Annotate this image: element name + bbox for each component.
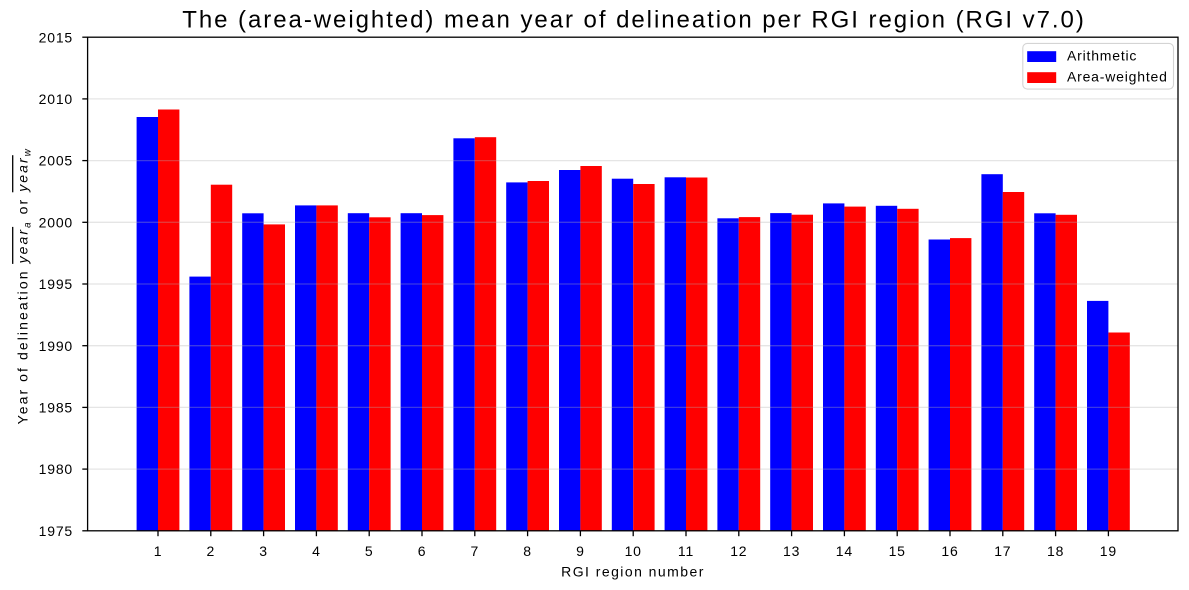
svg-text:14: 14 bbox=[836, 543, 853, 559]
svg-text:16: 16 bbox=[941, 543, 958, 559]
svg-text:Year of delineation yeara or y: Year of delineation yeara or yearw bbox=[14, 147, 33, 424]
svg-text:15: 15 bbox=[889, 543, 906, 559]
svg-text:5: 5 bbox=[365, 543, 374, 559]
svg-text:The (area-weighted) mean year: The (area-weighted) mean year of delinea… bbox=[182, 6, 1086, 33]
svg-text:2015: 2015 bbox=[39, 29, 73, 45]
svg-text:6: 6 bbox=[418, 543, 427, 559]
svg-text:RGI region number: RGI region number bbox=[561, 563, 705, 579]
svg-text:2000: 2000 bbox=[39, 214, 73, 230]
svg-text:Arithmetic: Arithmetic bbox=[1067, 47, 1137, 63]
svg-text:2005: 2005 bbox=[39, 153, 73, 169]
svg-text:19: 19 bbox=[1100, 543, 1117, 559]
svg-text:1985: 1985 bbox=[39, 400, 73, 416]
svg-text:2010: 2010 bbox=[39, 91, 73, 107]
svg-text:7: 7 bbox=[471, 543, 480, 559]
svg-text:1995: 1995 bbox=[39, 276, 73, 292]
svg-text:1990: 1990 bbox=[39, 338, 73, 354]
svg-text:1: 1 bbox=[154, 543, 163, 559]
svg-text:1980: 1980 bbox=[39, 461, 73, 477]
svg-text:1975: 1975 bbox=[39, 523, 73, 539]
svg-text:18: 18 bbox=[1047, 543, 1064, 559]
svg-text:8: 8 bbox=[523, 543, 532, 559]
svg-text:4: 4 bbox=[312, 543, 321, 559]
svg-text:3: 3 bbox=[259, 543, 268, 559]
svg-text:11: 11 bbox=[678, 543, 694, 559]
svg-text:Area-weighted: Area-weighted bbox=[1067, 69, 1168, 85]
svg-text:17: 17 bbox=[994, 543, 1011, 559]
svg-text:9: 9 bbox=[576, 543, 585, 559]
svg-text:10: 10 bbox=[625, 543, 642, 559]
svg-text:12: 12 bbox=[730, 543, 747, 559]
svg-text:2: 2 bbox=[207, 543, 216, 559]
svg-text:13: 13 bbox=[783, 543, 800, 559]
